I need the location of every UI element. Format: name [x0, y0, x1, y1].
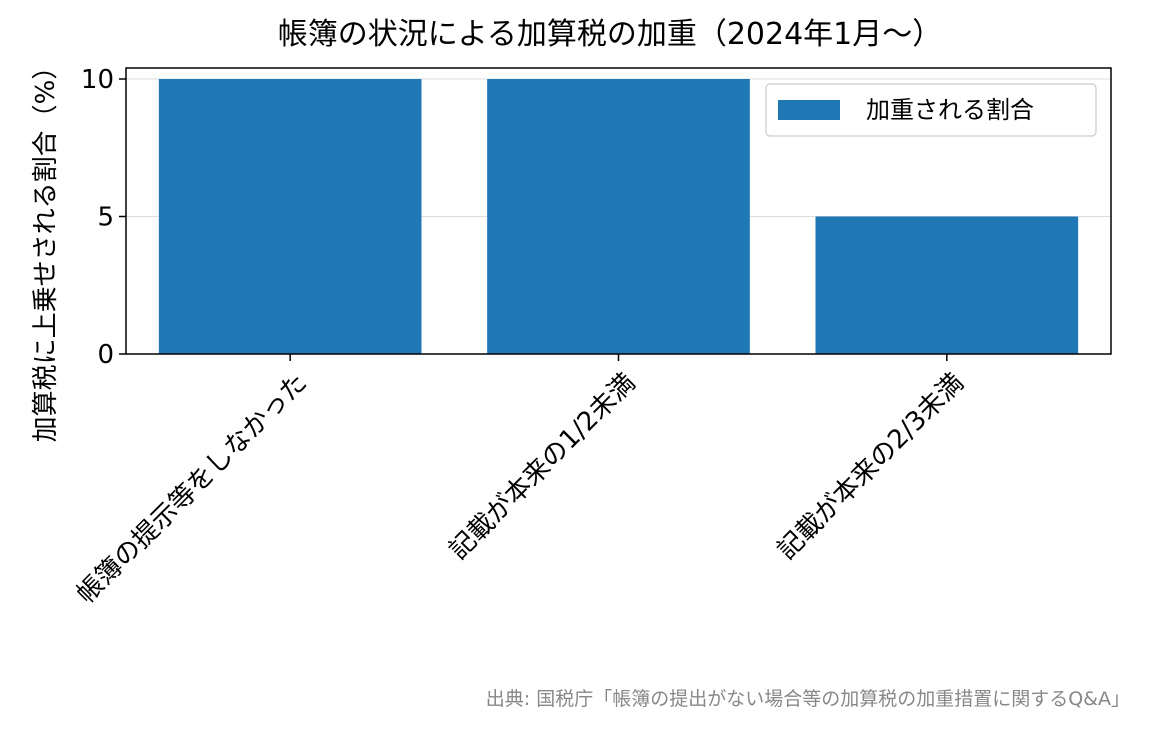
- x-tick-label: 記載が本来の2/3未満: [772, 368, 970, 566]
- y-tick-label: 0: [97, 340, 114, 370]
- chart-title: 帳簿の状況による加算税の加重（2024年1月～）: [278, 17, 943, 52]
- x-axis-ticks: 帳簿の提示等をしなかった 記載が本来の1/2未満 記載が本来の2/3未満: [71, 354, 970, 610]
- y-tick-label: 5: [97, 203, 114, 233]
- legend-swatch: [778, 100, 840, 120]
- x-tick-label: 記載が本来の1/2未満: [444, 368, 642, 566]
- bars-group: [158, 79, 1079, 354]
- y-tick-label: 10: [81, 65, 114, 95]
- y-axis-label: 加算税に上乗せされる割合（%）: [31, 54, 61, 443]
- bar: [158, 79, 422, 354]
- legend-label: 加重される割合: [866, 96, 1034, 124]
- bar: [815, 216, 1079, 354]
- x-tick-label: 帳簿の提示等をしなかった: [71, 368, 313, 610]
- legend-box: [765, 83, 1097, 137]
- legend: 加重される割合: [765, 83, 1097, 137]
- y-axis-ticks: 0 5 10: [81, 65, 126, 370]
- source-note: 出典: 国税庁「帳簿の提出がない場合等の加算税の加重措置に関するQ&A」: [486, 688, 1130, 710]
- bar: [487, 79, 750, 354]
